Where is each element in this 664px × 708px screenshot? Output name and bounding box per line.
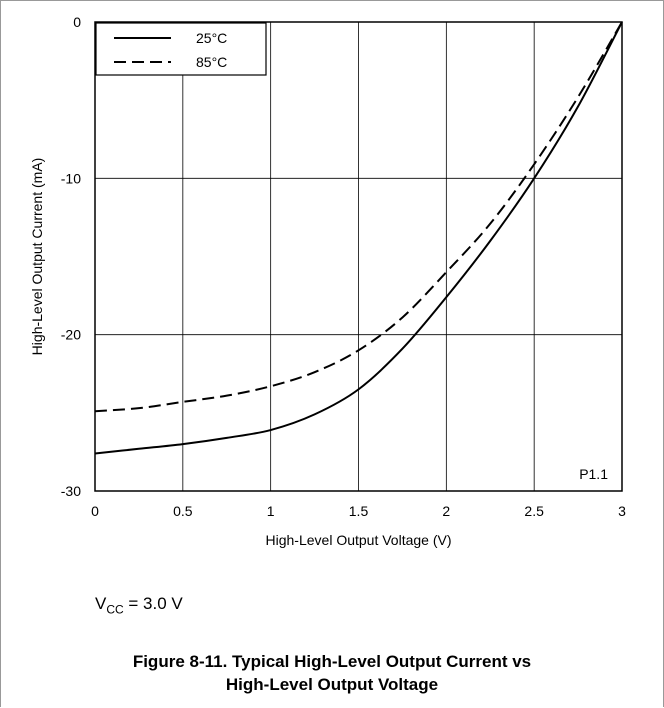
y-axis-label: High-Level Output Current (mA) — [29, 158, 45, 356]
vcc-subscript: CC — [106, 602, 124, 617]
y-tick-label: 0 — [73, 14, 81, 30]
plot-border — [94, 21, 623, 492]
x-tick-label: 1.5 — [349, 503, 369, 519]
vcc-condition: VCC = 3.0 V — [95, 594, 183, 616]
vcc-value: = 3.0 V — [123, 594, 183, 613]
x-tick-label: 3 — [618, 503, 626, 519]
tick-labels: 0 0.5 1 1.5 2 2.5 3 0 -10 -20 -30 — [61, 14, 626, 519]
grid — [95, 22, 622, 491]
x-tick-label: 2.5 — [524, 503, 544, 519]
x-tick-label: 0 — [91, 503, 99, 519]
series-line-85c — [94, 21, 623, 413]
x-tick-label: 0.5 — [173, 503, 193, 519]
legend: 25°C 85°C — [95, 22, 267, 76]
p11-annotation: P1.1 — [579, 466, 608, 482]
vcc-symbol: V — [95, 594, 107, 613]
y-tick-label: -20 — [61, 327, 81, 343]
x-tick-label: 2 — [442, 503, 450, 519]
plot-lines — [94, 21, 623, 455]
figure-caption-line2: High-Level Output Voltage — [225, 675, 439, 694]
legend-label: 85°C — [196, 54, 227, 70]
x-tick-label: 1 — [267, 503, 275, 519]
x-axis-label: High-Level Output Voltage (V) — [266, 532, 452, 548]
legend-box — [95, 22, 267, 76]
figure-caption-line1: Figure 8-11. Typical High-Level Output C… — [132, 652, 532, 671]
series-line-25c — [94, 21, 623, 455]
y-tick-label: -10 — [61, 170, 81, 186]
y-tick-label: -30 — [61, 483, 81, 499]
legend-label: 25°C — [196, 30, 227, 46]
